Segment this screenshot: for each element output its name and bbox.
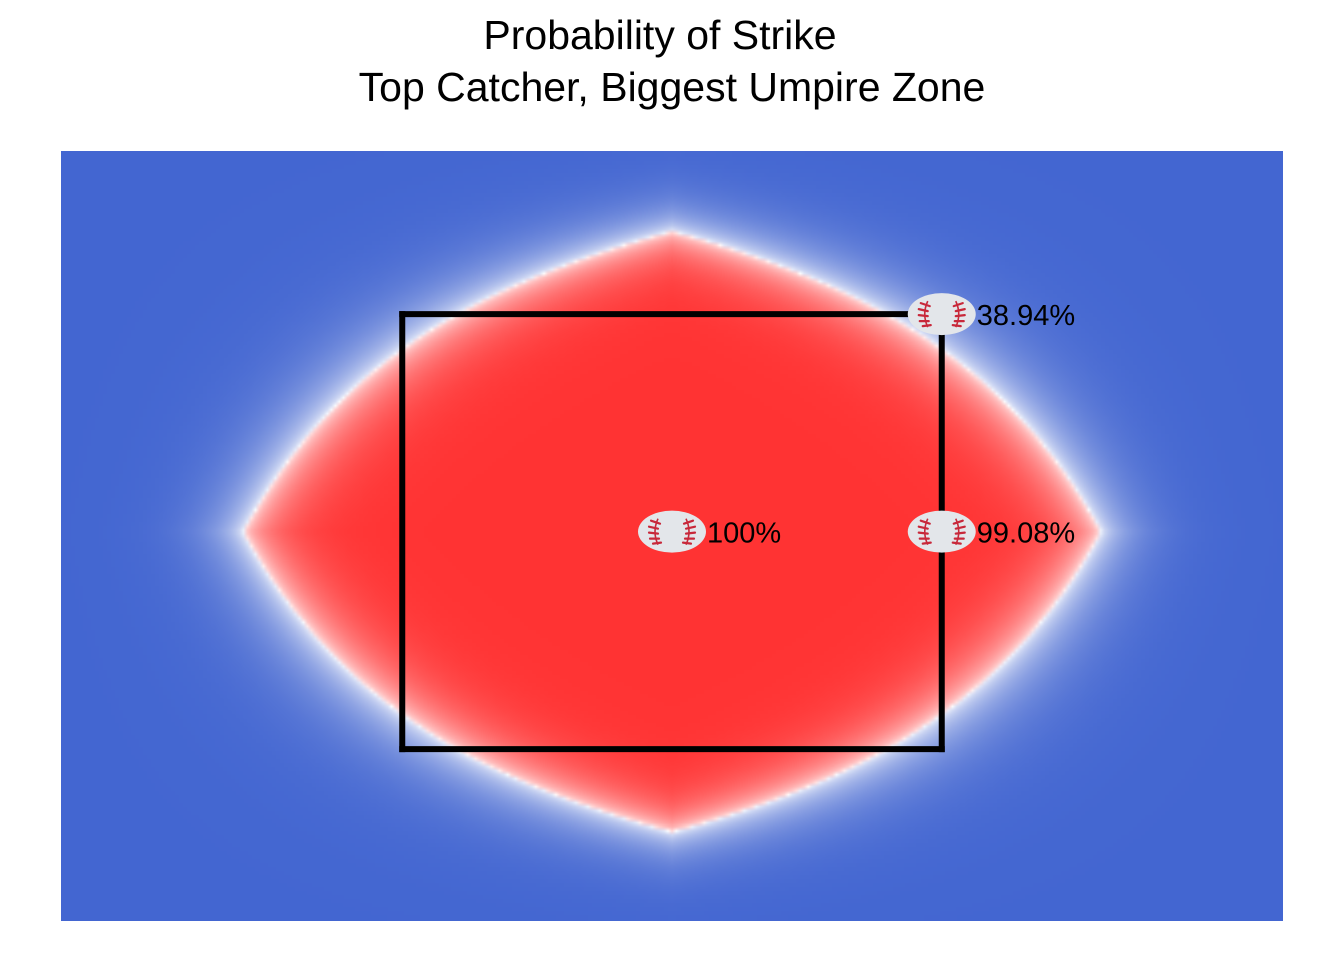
baseball-icon: [907, 293, 976, 336]
heatmap-panel: [61, 151, 1283, 921]
probability-label: 99.08%: [977, 518, 1075, 550]
chart-title: Probability of Strike: [483, 12, 837, 58]
baseball-icon: [638, 510, 706, 553]
pitch-point: 100%: [638, 510, 781, 553]
probability-label: 38.94%: [977, 300, 1075, 332]
pitch-point: 99.08%: [907, 510, 1075, 553]
baseball-icon: [907, 510, 976, 553]
pitch-points: 100% 99.08% 38.94%: [638, 293, 1075, 553]
pitch-point: 38.94%: [907, 293, 1075, 336]
probability-label: 100%: [707, 518, 781, 550]
chart-subtitle: Top Catcher, Biggest Umpire Zone: [358, 64, 986, 110]
